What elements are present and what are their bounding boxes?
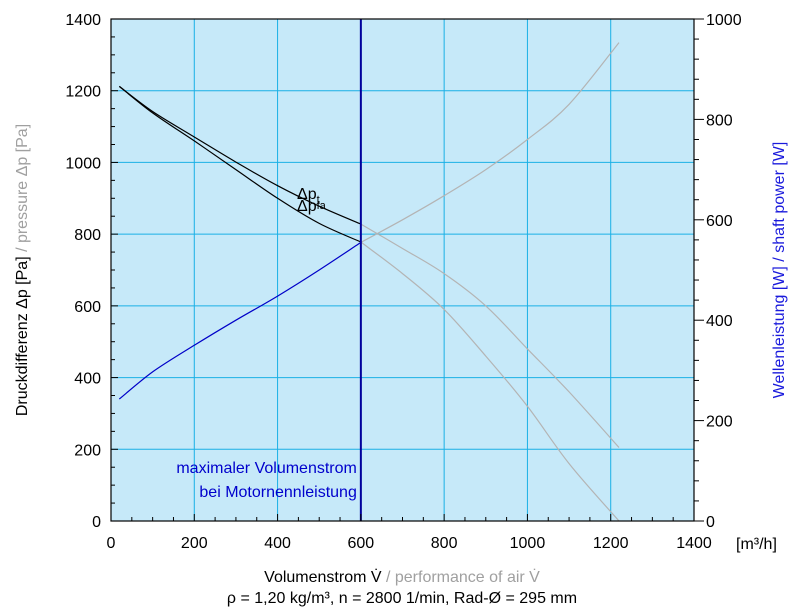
y-right-tick-label: 400 bbox=[706, 313, 733, 330]
labels: [m³/h] Volumenstrom V̇ / performance of a… bbox=[14, 124, 788, 607]
x-axis-label: Volumenstrom V̇ / performance of air V̇ bbox=[264, 568, 540, 586]
y-left-axis-label-secondary: / pressure Δp [Pa] bbox=[14, 124, 31, 257]
curve-label-pfa: Δpfa bbox=[297, 198, 327, 215]
x-tick-label: 400 bbox=[264, 535, 291, 552]
series-line-shaft-power bbox=[118, 241, 362, 400]
y-right-tick-label: 200 bbox=[706, 414, 733, 431]
y-right-tick-label: 800 bbox=[706, 112, 733, 129]
y-left-tick-label: 1000 bbox=[65, 155, 101, 172]
y-left-tick-label: 400 bbox=[74, 371, 101, 388]
series-line--pfa-ext bbox=[360, 241, 620, 522]
y-left-tick-label: 1400 bbox=[65, 12, 101, 29]
limit-label-line2: bei Motornennleistung bbox=[199, 484, 356, 501]
y-left-axis-label: Druckdifferenz Δp [Pa] / pressure Δp [Pa… bbox=[14, 124, 31, 416]
x-axis-label-secondary: / performance of air V̇ bbox=[382, 568, 541, 586]
series-line-shaft-power-ext bbox=[360, 42, 620, 243]
plot-area bbox=[111, 19, 694, 521]
curve-label-pt-sub: t bbox=[317, 194, 320, 206]
x-tick-label: 0 bbox=[107, 535, 116, 552]
series-line--pt bbox=[118, 85, 362, 225]
footnote: ρ = 1,20 kg/m³, n = 2800 1/min, Rad-Ø = … bbox=[227, 590, 577, 607]
curve-label-pfa-sub: fa bbox=[317, 200, 327, 212]
y-right-tick-label: 0 bbox=[706, 514, 715, 531]
curve-label-pt: Δpt bbox=[297, 186, 320, 206]
x-tick-label: 1200 bbox=[593, 535, 629, 552]
y-right-tick-label: 1000 bbox=[706, 12, 742, 29]
x-tick-label: 800 bbox=[431, 535, 458, 552]
y-left-tick-label: 800 bbox=[74, 227, 101, 244]
limit-label-line1: maximaler Volumenstrom bbox=[176, 460, 357, 477]
y-left-tick-label: 1200 bbox=[65, 84, 101, 101]
series-line--pfa bbox=[118, 85, 362, 243]
series-line--pt-ext bbox=[360, 223, 620, 448]
y-left-tick-label: 0 bbox=[92, 514, 101, 531]
x-axis-unit: [m³/h] bbox=[736, 536, 777, 553]
x-tick-label: 200 bbox=[181, 535, 208, 552]
x-tick-label: 1000 bbox=[510, 535, 546, 552]
y-right-tick-label: 600 bbox=[706, 213, 733, 230]
x-tick-label: 600 bbox=[348, 535, 375, 552]
curves bbox=[118, 19, 620, 522]
x-tick-label: 1400 bbox=[676, 535, 712, 552]
y-right-axis-label: Wellenleistung [W] / shaft power [W] bbox=[771, 142, 788, 399]
y-left-tick-label: 200 bbox=[74, 442, 101, 459]
axes: 0 200 400 600 800 1000 1200 1400 0 200 400 600 800 10… bbox=[65, 12, 741, 552]
y-left-tick-label: 600 bbox=[74, 299, 101, 316]
